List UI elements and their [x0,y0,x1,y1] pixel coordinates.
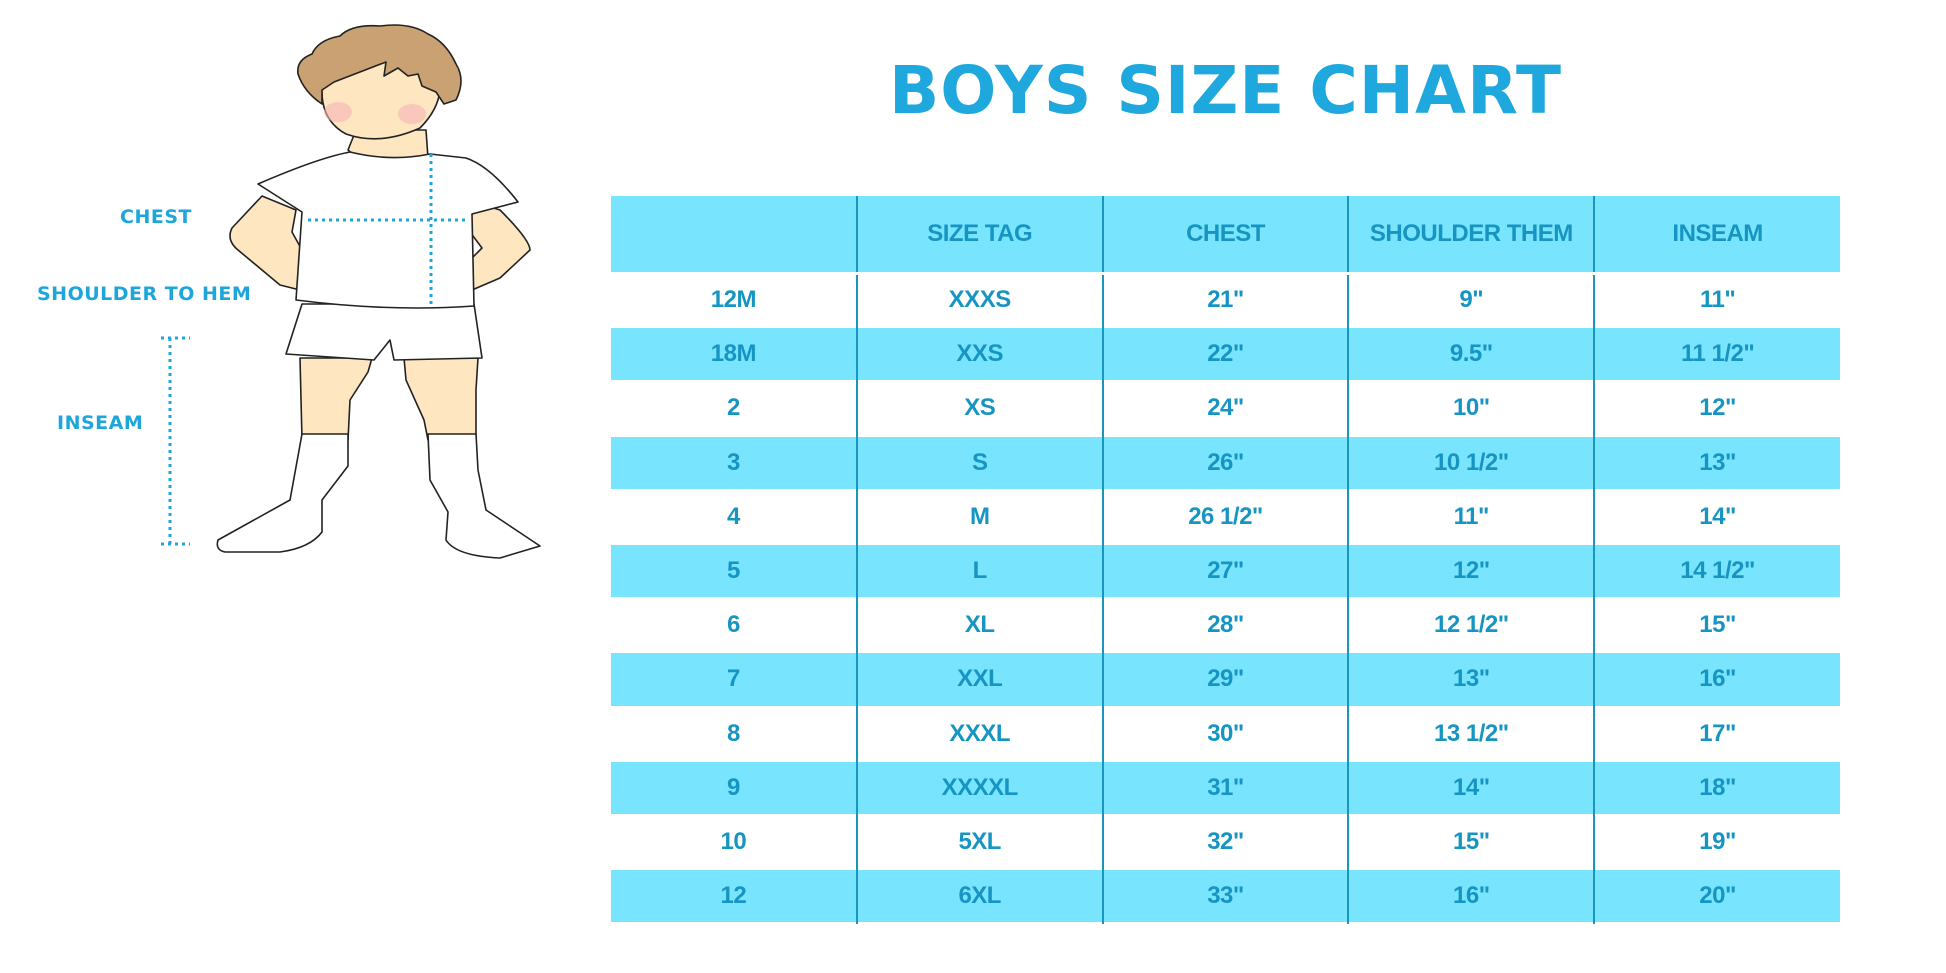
header-size [611,196,857,273]
size-tag-cell: XXS [855,327,1103,382]
inseam-cell: 13" [1593,435,1840,490]
size-cell: 10 [720,827,747,855]
size-cell: 8 [726,719,740,747]
size-tag-cell: 6XL [855,869,1103,924]
header-chest: CHEST [1101,196,1349,273]
shoulder-cell: 9" [1347,273,1595,328]
table-row: 2 XS 24" 10" 12" [611,381,1840,436]
table-row: 7 XXL 29" 13" 16" [611,652,1840,707]
left-cheek [324,102,352,122]
chest-cell: 30" [1101,706,1349,761]
size-tag-cell: XXXS [855,273,1103,328]
left-leg [299,357,373,441]
inseam-cell: 16" [1593,652,1840,707]
shoulder-cell: 14" [1347,760,1595,815]
table-row: 4 M 26 1/2" 11" 14" [611,489,1840,544]
page-title: BOYS SIZE CHART [888,52,1562,129]
table-row: 3 S 26" 10 1/2" 13" [611,435,1840,490]
shoulder-cell: 15" [1347,814,1595,870]
size-cell: 12M [710,286,757,314]
shorts [285,303,483,361]
size-cell: 12 [720,882,747,910]
size-tag-cell: 5XL [855,814,1103,870]
chest-cell: 32" [1101,814,1349,870]
left-arm [229,195,303,291]
chest-cell: 27" [1101,543,1349,599]
size-tag-cell: XXXL [855,706,1103,761]
inseam-cell: 14" [1593,489,1840,544]
inseam-cell: 12" [1593,381,1840,436]
size-cell: 3 [726,448,740,476]
size-tag-cell: M [855,489,1103,544]
chest-cell: 21" [1101,273,1349,328]
chest-cell: 26" [1101,435,1349,490]
shoulder-cell: 16" [1347,869,1595,924]
right-arm [467,199,531,291]
shoulder-cell: 13 1/2" [1347,706,1595,761]
shoulder-cell: 11" [1347,489,1595,544]
size-cell: 7 [726,665,740,693]
chest-cell: 29" [1101,652,1349,707]
inseam-cell: 17" [1593,706,1840,761]
hair [296,24,462,105]
table-row: 8 XXXL 30" 13 1/2" 17" [611,706,1840,761]
size-tag-cell: XXL [855,652,1103,707]
size-tag-cell: XS [855,381,1103,436]
shoulder-cell: 13" [1347,652,1595,707]
chest-cell: 28" [1101,598,1349,653]
right-sock [427,433,541,559]
header-shoulder: SHOULDER THEM [1347,196,1595,273]
size-tag-cell: XL [855,598,1103,653]
inseam-cell: 20" [1593,869,1840,924]
chest-cell: 33" [1101,869,1349,924]
shirt [257,151,519,309]
table-row: 6 XL 28" 12 1/2" 15" [611,598,1840,653]
shoulder-cell: 12" [1347,543,1595,599]
size-cell: 18M [710,340,757,368]
chest-cell: 24" [1101,381,1349,436]
shoulder-cell: 10" [1347,381,1595,436]
table-row: 12M XXXS 21" 9" 11" [611,273,1840,328]
inseam-cell: 14 1/2" [1593,543,1840,599]
table-row: 9 XXXXL 31" 14" 18" [611,760,1840,815]
right-leg [403,357,479,441]
chest-cell: 31" [1101,760,1349,815]
chest-cell: 26 1/2" [1101,489,1349,544]
inseam-cell: 11" [1593,273,1840,328]
shoulder-cell: 12 1/2" [1347,598,1595,653]
header-inseam: INSEAM [1593,196,1840,273]
header-size-tag: SIZE TAG [855,196,1103,273]
size-tag-cell: S [855,435,1103,490]
table-header-row: SIZE TAG CHEST SHOULDER THEM INSEAM [611,196,1840,273]
size-cell: 5 [726,557,740,585]
inseam-cell: 19" [1593,814,1840,870]
table-row: 10 5XL 32" 15" 19" [611,814,1840,870]
shoulder-cell: 9.5" [1347,327,1595,382]
table-row: 5 L 27" 12" 14 1/2" [611,543,1840,599]
inseam-cell: 18" [1593,760,1840,815]
size-cell: 2 [726,394,740,422]
shoulder-to-hem-label: SHOULDER TO HEM [37,283,252,305]
table-row: 18M XXS 22" 9.5" 11 1/2" [611,327,1840,382]
size-tag-cell: L [855,543,1103,599]
size-chart-table: SIZE TAG CHEST SHOULDER THEM INSEAM 12M X… [611,196,1840,924]
right-cheek [398,104,426,124]
inseam-cell: 15" [1593,598,1840,653]
chest-label: CHEST [120,206,192,228]
size-cell: 9 [726,773,740,801]
inseam-label: INSEAM [57,412,144,434]
size-cell: 4 [726,502,740,530]
left-sock [216,433,349,553]
size-cell: 6 [726,611,740,639]
size-tag-cell: XXXXL [855,760,1103,815]
boy-illustration [161,24,541,559]
chest-cell: 22" [1101,327,1349,382]
shoulder-cell: 10 1/2" [1347,435,1595,490]
table-row: 12 6XL 33" 16" 20" [611,869,1840,924]
inseam-cell: 11 1/2" [1593,327,1840,382]
